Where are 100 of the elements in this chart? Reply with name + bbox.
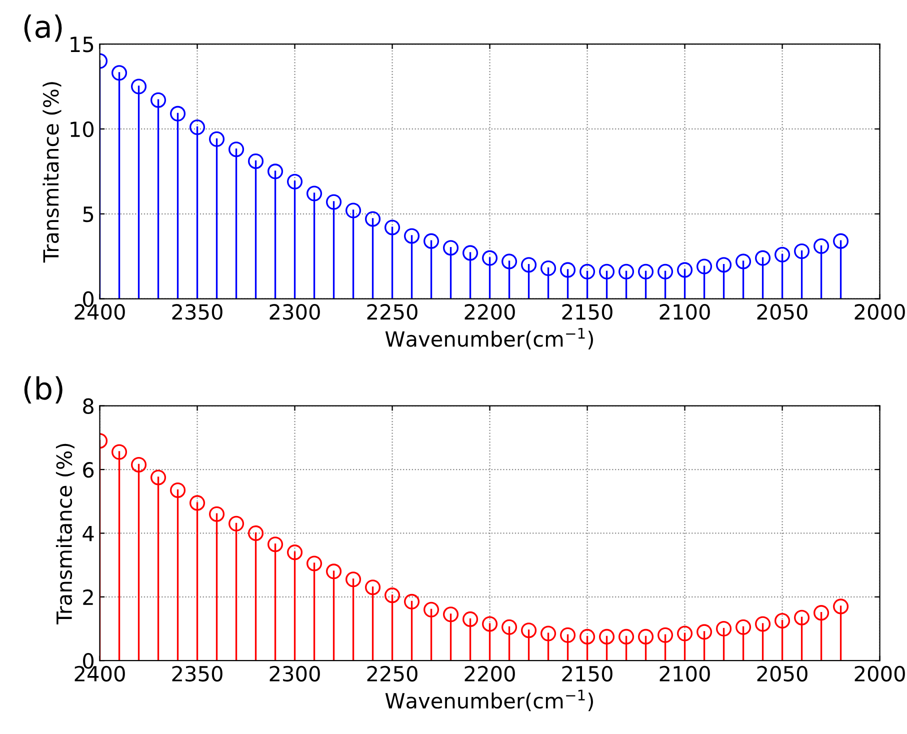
point: [170, 106, 186, 122]
x-tick-label: 2000: [854, 666, 905, 682]
x-tick-label: 2050: [757, 304, 808, 320]
point: [677, 262, 693, 278]
y-tick-label: 6: [83, 462, 94, 478]
point: [482, 250, 498, 266]
point: [130, 78, 147, 94]
y-tick-label: 5: [83, 206, 94, 222]
point: [716, 257, 732, 273]
point: [755, 250, 771, 266]
point: [521, 622, 537, 638]
point: [150, 92, 166, 108]
x-tick-label: 2000: [854, 304, 905, 320]
point: [306, 556, 322, 572]
x-tick-label: 2150: [562, 304, 612, 320]
point: [404, 594, 420, 610]
point: [443, 606, 459, 622]
point: [540, 260, 556, 276]
point: [560, 627, 576, 643]
point: [208, 131, 225, 147]
point: [345, 202, 362, 218]
x-tick-label: 2050: [757, 666, 808, 682]
x-tick-label: 2250: [367, 304, 418, 320]
point: [814, 605, 830, 621]
x-tick-label: 2200: [464, 666, 515, 682]
point: [248, 153, 264, 170]
point: [774, 246, 790, 262]
y-axis-title: Transmitance (%): [42, 82, 62, 263]
point: [736, 619, 752, 635]
point: [189, 495, 206, 511]
point: [677, 626, 693, 642]
x-tick-label: 2200: [464, 304, 515, 320]
y-axis-title: Transmitance (%): [56, 444, 75, 624]
point: [286, 174, 303, 190]
point: [658, 627, 674, 643]
x-axis-title: Wavenumber(cm$^{−1}$): [385, 690, 593, 712]
point: [794, 243, 810, 260]
point: [618, 264, 634, 280]
point: [228, 516, 244, 532]
x-tick-label: 2300: [270, 304, 320, 320]
point: [364, 211, 381, 227]
point: [482, 616, 498, 632]
point: [814, 238, 830, 254]
point: [326, 564, 342, 580]
point: [755, 616, 771, 632]
point: [306, 186, 322, 202]
point: [833, 598, 849, 614]
point: [462, 245, 478, 261]
point: [696, 624, 712, 640]
point: [580, 264, 596, 280]
point: [248, 525, 264, 541]
y-tick-label: 15: [70, 36, 94, 52]
point: [424, 233, 440, 249]
x-tick-label: 2350: [172, 304, 222, 320]
point: [696, 258, 712, 274]
y-tick-label: 8: [83, 398, 94, 414]
point: [502, 254, 518, 270]
x-tick-label: 2300: [270, 666, 320, 682]
y-tick-label: 10: [70, 121, 94, 138]
point: [267, 164, 284, 180]
x-tick-label: 2100: [660, 304, 710, 320]
point: [384, 588, 400, 604]
point: [774, 613, 790, 629]
point: [794, 610, 810, 626]
point: [130, 456, 147, 473]
y-tick-label: 4: [82, 526, 94, 542]
point: [736, 254, 752, 270]
point: [638, 264, 654, 280]
point: [599, 628, 615, 644]
point: [599, 264, 615, 280]
point: [111, 65, 128, 81]
x-tick-label: 2250: [367, 666, 418, 682]
point: [540, 626, 556, 642]
point: [618, 628, 634, 644]
point: [833, 233, 849, 249]
point: [267, 536, 284, 552]
point: [580, 628, 596, 644]
y-tick-label: 2: [83, 589, 93, 605]
point: [716, 620, 732, 637]
point: [364, 580, 381, 596]
point: [560, 262, 576, 278]
point: [638, 628, 654, 644]
point: [228, 142, 244, 158]
point: [462, 611, 478, 627]
point: [170, 482, 186, 498]
point: [345, 572, 362, 588]
x-axis-title: Wavenumber(cm$^{−1}$): [385, 328, 593, 350]
point: [521, 257, 537, 273]
point: [443, 240, 459, 256]
point: [658, 264, 674, 280]
point: [424, 602, 440, 618]
point: [189, 119, 206, 136]
point: [208, 506, 225, 522]
x-tick-label: 2150: [562, 666, 612, 682]
x-tick-label: 2100: [660, 666, 710, 682]
point: [404, 228, 420, 244]
chart-title: (a): [24, 14, 62, 42]
point: [111, 444, 128, 460]
point: [286, 544, 303, 560]
chart-title: (b): [24, 376, 62, 404]
